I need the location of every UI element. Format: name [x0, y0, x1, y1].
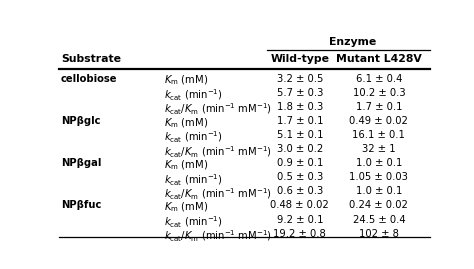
Text: 3.0 ± 0.2: 3.0 ± 0.2 [277, 144, 323, 154]
Text: 3.2 ± 0.5: 3.2 ± 0.5 [277, 74, 323, 84]
Text: 24.5 ± 0.4: 24.5 ± 0.4 [353, 215, 405, 225]
Text: 0.9 ± 0.1: 0.9 ± 0.1 [277, 158, 323, 168]
Text: Wild-type: Wild-type [270, 54, 329, 64]
Text: 5.1 ± 0.1: 5.1 ± 0.1 [277, 130, 323, 140]
Text: 9.2 ± 0.1: 9.2 ± 0.1 [277, 215, 323, 225]
Text: 0.5 ± 0.3: 0.5 ± 0.3 [277, 172, 323, 182]
Text: 1.7 ± 0.1: 1.7 ± 0.1 [277, 116, 323, 126]
Text: Mutant L428V: Mutant L428V [336, 54, 422, 64]
Text: NPβgal: NPβgal [61, 158, 101, 168]
Text: cellobiose: cellobiose [61, 74, 118, 84]
Text: 10.2 ± 0.3: 10.2 ± 0.3 [353, 88, 405, 98]
Text: 19.2 ± 0.8: 19.2 ± 0.8 [273, 229, 326, 239]
Text: 1.0 ± 0.1: 1.0 ± 0.1 [356, 158, 402, 168]
Text: $k_{\mathrm{cat}}$/$K_{\mathrm{m}}$ (min$^{-1}$ mM$^{-1}$): $k_{\mathrm{cat}}$/$K_{\mathrm{m}}$ (min… [164, 229, 272, 244]
Text: 0.48 ± 0.02: 0.48 ± 0.02 [271, 200, 329, 210]
Text: $k_{\mathrm{cat}}$/$K_{\mathrm{m}}$ (min$^{-1}$ mM$^{-1}$): $k_{\mathrm{cat}}$/$K_{\mathrm{m}}$ (min… [164, 102, 272, 117]
Text: $k_{\mathrm{cat}}$ (min$^{-1}$): $k_{\mathrm{cat}}$ (min$^{-1}$) [164, 88, 223, 103]
Text: NPβglc: NPβglc [61, 116, 100, 126]
Text: $K_{\mathrm{m}}$ (mM): $K_{\mathrm{m}}$ (mM) [164, 74, 208, 87]
Text: Enzyme: Enzyme [328, 37, 376, 47]
Text: $k_{\mathrm{cat}}$ (min$^{-1}$): $k_{\mathrm{cat}}$ (min$^{-1}$) [164, 215, 223, 230]
Text: 5.7 ± 0.3: 5.7 ± 0.3 [277, 88, 323, 98]
Text: 32 ± 1: 32 ± 1 [362, 144, 396, 154]
Text: 1.8 ± 0.3: 1.8 ± 0.3 [277, 102, 323, 112]
Text: 0.49 ± 0.02: 0.49 ± 0.02 [349, 116, 408, 126]
Text: 1.05 ± 0.03: 1.05 ± 0.03 [349, 172, 408, 182]
Text: $k_{\mathrm{cat}}$/$K_{\mathrm{m}}$ (min$^{-1}$ mM$^{-1}$): $k_{\mathrm{cat}}$/$K_{\mathrm{m}}$ (min… [164, 186, 272, 202]
Text: 1.0 ± 0.1: 1.0 ± 0.1 [356, 186, 402, 196]
Text: Substrate: Substrate [61, 54, 121, 64]
Text: $K_{\mathrm{m}}$ (mM): $K_{\mathrm{m}}$ (mM) [164, 158, 208, 172]
Text: 16.1 ± 0.1: 16.1 ± 0.1 [352, 130, 405, 140]
Text: $K_{\mathrm{m}}$ (mM): $K_{\mathrm{m}}$ (mM) [164, 116, 208, 130]
Text: 1.7 ± 0.1: 1.7 ± 0.1 [356, 102, 402, 112]
Text: NPβfuc: NPβfuc [61, 200, 101, 210]
Text: 0.24 ± 0.02: 0.24 ± 0.02 [349, 200, 408, 210]
Text: 6.1 ± 0.4: 6.1 ± 0.4 [356, 74, 402, 84]
Text: $k_{\mathrm{cat}}$ (min$^{-1}$): $k_{\mathrm{cat}}$ (min$^{-1}$) [164, 172, 223, 188]
Text: $K_{\mathrm{m}}$ (mM): $K_{\mathrm{m}}$ (mM) [164, 200, 208, 214]
Text: $k_{\mathrm{cat}}$/$K_{\mathrm{m}}$ (min$^{-1}$ mM$^{-1}$): $k_{\mathrm{cat}}$/$K_{\mathrm{m}}$ (min… [164, 144, 272, 160]
Text: $k_{\mathrm{cat}}$ (min$^{-1}$): $k_{\mathrm{cat}}$ (min$^{-1}$) [164, 130, 223, 146]
Text: 0.6 ± 0.3: 0.6 ± 0.3 [277, 186, 323, 196]
Text: 102 ± 8: 102 ± 8 [359, 229, 399, 239]
